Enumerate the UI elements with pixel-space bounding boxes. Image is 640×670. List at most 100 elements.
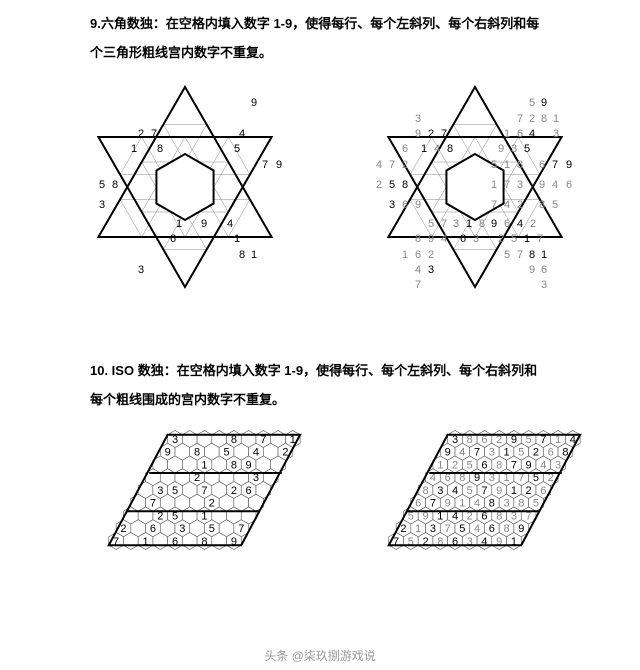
svg-text:8: 8: [489, 498, 495, 510]
svg-text:8: 8: [518, 498, 524, 510]
svg-text:8: 8: [541, 113, 547, 125]
svg-text:2: 2: [452, 460, 458, 472]
svg-text:1: 1: [504, 128, 510, 140]
svg-text:5: 5: [529, 97, 535, 109]
svg-text:4: 4: [239, 128, 245, 140]
svg-text:5: 5: [234, 143, 240, 155]
svg-text:9: 9: [518, 524, 524, 536]
svg-text:5: 5: [467, 485, 473, 497]
svg-text:4: 4: [517, 218, 523, 230]
svg-text:1: 1: [511, 485, 517, 497]
section10-puzzles: 3871985421892335726722512635771689 38629…: [0, 424, 640, 574]
svg-text:7: 7: [441, 128, 447, 140]
svg-text:2: 2: [529, 113, 535, 125]
section9-puzzles: 92741857958319461813 5937281927164361489…: [0, 77, 640, 297]
svg-text:3: 3: [179, 524, 185, 536]
svg-text:4: 4: [504, 199, 510, 211]
svg-text:9: 9: [165, 447, 171, 459]
svg-text:3: 3: [428, 264, 434, 276]
svg-text:9: 9: [498, 143, 504, 155]
svg-text:5: 5: [209, 524, 215, 536]
svg-text:5: 5: [524, 143, 530, 155]
svg-text:2: 2: [402, 159, 408, 171]
svg-text:9: 9: [415, 128, 421, 140]
svg-text:4: 4: [415, 264, 421, 276]
svg-text:9: 9: [526, 460, 532, 472]
svg-text:6: 6: [402, 143, 408, 155]
svg-text:2: 2: [498, 233, 504, 245]
svg-text:6: 6: [489, 524, 495, 536]
section10-title: 10. ISO 数独：在空格内填入数字 1-9，使得每行、每个左斜列、每个右斜列…: [0, 347, 640, 414]
svg-text:7: 7: [504, 179, 510, 191]
svg-text:1: 1: [415, 524, 421, 536]
svg-text:8: 8: [194, 447, 200, 459]
svg-text:4: 4: [253, 447, 259, 459]
svg-text:5: 5: [389, 179, 395, 191]
svg-text:4: 4: [441, 233, 447, 245]
svg-text:6: 6: [481, 460, 487, 472]
svg-text:8: 8: [529, 249, 535, 261]
svg-text:7: 7: [552, 159, 558, 171]
svg-text:3: 3: [437, 485, 443, 497]
svg-text:3: 3: [453, 218, 459, 230]
svg-text:7: 7: [389, 159, 395, 171]
svg-text:6: 6: [415, 249, 421, 261]
svg-text:6: 6: [150, 524, 156, 536]
svg-text:2: 2: [138, 128, 144, 140]
svg-text:5: 5: [552, 199, 558, 211]
svg-text:5: 5: [504, 249, 510, 261]
svg-text:6: 6: [460, 233, 466, 245]
svg-text:7: 7: [441, 218, 447, 230]
svg-text:7: 7: [517, 113, 523, 125]
svg-text:5: 5: [99, 179, 105, 191]
svg-text:7: 7: [445, 524, 451, 536]
svg-text:7: 7: [150, 498, 156, 510]
svg-text:8: 8: [503, 524, 509, 536]
svg-text:2: 2: [428, 128, 434, 140]
svg-text:7: 7: [481, 485, 487, 497]
svg-text:2: 2: [428, 249, 434, 261]
iso-sudoku-puzzle: 3871985421892335726722512635771689: [55, 424, 305, 574]
svg-text:9: 9: [428, 233, 434, 245]
svg-text:8: 8: [539, 199, 545, 211]
svg-text:8: 8: [496, 460, 502, 472]
svg-text:1: 1: [553, 113, 559, 125]
svg-text:5: 5: [491, 159, 497, 171]
svg-text:4: 4: [376, 159, 382, 171]
svg-text:2: 2: [400, 524, 406, 536]
svg-text:2: 2: [526, 485, 532, 497]
svg-text:8: 8: [157, 143, 163, 155]
svg-text:9: 9: [445, 447, 451, 459]
svg-text:3: 3: [517, 179, 523, 191]
svg-text:7: 7: [151, 128, 157, 140]
svg-text:9: 9: [415, 199, 421, 211]
svg-text:2: 2: [231, 485, 237, 497]
svg-text:4: 4: [452, 485, 458, 497]
svg-text:8: 8: [479, 218, 485, 230]
svg-text:6: 6: [539, 159, 545, 171]
svg-text:3: 3: [541, 279, 547, 291]
svg-text:1: 1: [176, 218, 182, 230]
svg-text:5: 5: [467, 460, 473, 472]
svg-text:5: 5: [518, 447, 524, 459]
watermark: 头条 @柒玖捌游戏说: [0, 647, 640, 664]
svg-text:3: 3: [430, 524, 436, 536]
star-sudoku-solution: 5937281927164361489354725186792581739463…: [335, 77, 595, 297]
svg-text:7: 7: [517, 249, 523, 261]
svg-text:4: 4: [474, 524, 480, 536]
svg-text:4: 4: [540, 460, 546, 472]
svg-text:3: 3: [389, 199, 395, 211]
svg-text:4: 4: [434, 143, 440, 155]
svg-text:6: 6: [415, 498, 421, 510]
svg-text:1: 1: [503, 447, 509, 459]
svg-text:7: 7: [491, 199, 497, 211]
svg-text:1: 1: [131, 143, 137, 155]
svg-text:8: 8: [239, 249, 245, 261]
svg-text:2: 2: [533, 447, 539, 459]
section9-title: 9.六角数独：在空格内填入数字 1-9，使得每行、每个左斜列、每个右斜列和每个三…: [0, 0, 640, 67]
svg-text:7: 7: [474, 447, 480, 459]
svg-text:8: 8: [112, 179, 118, 191]
svg-text:9: 9: [276, 159, 282, 171]
svg-text:6: 6: [517, 128, 523, 140]
svg-text:8: 8: [517, 159, 523, 171]
